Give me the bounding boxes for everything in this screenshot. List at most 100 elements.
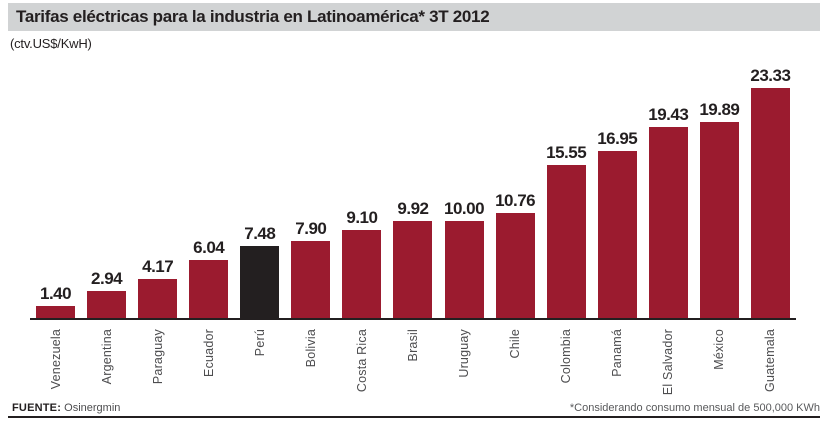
- category-label-area: Bolivia: [285, 320, 336, 400]
- bar-column: 1.40 Venezuela: [30, 58, 81, 400]
- bar-value-label: 16.95: [597, 129, 638, 148]
- bar-column: 19.89 México: [694, 58, 745, 400]
- bar-value-label: 9.92: [397, 199, 429, 218]
- bar: [87, 291, 127, 320]
- category-label-area: Costa Rica: [336, 320, 387, 400]
- bar: [495, 213, 535, 320]
- bar-column: 19.43 El Salvador: [643, 58, 694, 400]
- bar-column: 2.94 Argentina: [81, 58, 132, 400]
- source-label: FUENTE:: [12, 402, 62, 414]
- bar-columns: 1.40 Venezuela 2.94 Argentina 4.17 Paraguay 6.…: [30, 58, 796, 400]
- source-note: FUENTE: Osinergmin: [12, 402, 120, 414]
- bar-value-label: 19.89: [699, 100, 740, 119]
- bar: [342, 230, 382, 320]
- bar: [393, 221, 433, 320]
- bar-value-label: 23.33: [750, 66, 791, 85]
- bar: [444, 221, 484, 320]
- category-label-area: Ecuador: [183, 320, 234, 400]
- category-label-area: Paraguay: [132, 320, 183, 400]
- bar-area: 2.94: [81, 58, 132, 320]
- category-label: Colombia: [559, 329, 574, 384]
- category-label-area: Guatemala: [745, 320, 796, 400]
- category-label: Costa Rica: [354, 329, 369, 393]
- category-label: Bolivia: [303, 329, 318, 368]
- units-label: (ctv.US$/KwH): [10, 36, 92, 51]
- bar: [36, 306, 76, 320]
- bar-value-label: 6.04: [193, 238, 225, 257]
- bar: [750, 88, 790, 320]
- category-label-area: Argentina: [81, 320, 132, 400]
- bar-area: 16.95: [592, 58, 643, 320]
- bar-value-label: 2.94: [91, 269, 123, 288]
- category-label-area: Colombia: [541, 320, 592, 400]
- category-label: Perú: [252, 329, 267, 357]
- bar: [597, 151, 637, 320]
- category-label-area: Uruguay: [439, 320, 490, 400]
- category-label-area: Perú: [234, 320, 285, 400]
- bar-area: 7.90: [285, 58, 336, 320]
- category-label-area: Venezuela: [30, 320, 81, 400]
- bar: [189, 260, 229, 320]
- bar-highlighted: [240, 246, 280, 320]
- bar: [291, 241, 331, 320]
- bar-area: 23.33: [745, 58, 796, 320]
- bar-column: 6.04 Ecuador: [183, 58, 234, 400]
- category-label: Chile: [508, 329, 523, 359]
- bar-chart: 1.40 Venezuela 2.94 Argentina 4.17 Paraguay 6.…: [30, 58, 796, 400]
- category-label: Panamá: [610, 329, 625, 377]
- category-label-area: Panamá: [592, 320, 643, 400]
- category-label: Venezuela: [48, 329, 63, 390]
- bar-area: 10.00: [439, 58, 490, 320]
- bar-column: 9.10 Costa Rica: [336, 58, 387, 400]
- bar-area: 15.55: [541, 58, 592, 320]
- bar-column: 4.17 Paraguay: [132, 58, 183, 400]
- category-label: El Salvador: [661, 329, 676, 396]
- bar-area: 19.43: [643, 58, 694, 320]
- category-label: Argentina: [99, 329, 114, 385]
- bar-column: 7.48 Perú: [234, 58, 285, 400]
- category-label-area: México: [694, 320, 745, 400]
- bar-column: 10.00 Uruguay: [439, 58, 490, 400]
- bar-value-label: 7.90: [295, 219, 327, 238]
- bar: [138, 279, 178, 320]
- category-label: Guatemala: [763, 329, 778, 392]
- bar-value-label: 19.43: [648, 105, 689, 124]
- x-axis-line: [30, 318, 796, 320]
- bar-value-label: 9.10: [346, 208, 378, 227]
- bar-value-label: 15.55: [546, 143, 587, 162]
- source-value: Osinergmin: [61, 402, 121, 414]
- category-label: México: [712, 329, 727, 370]
- bar-column: 9.92 Brasil: [387, 58, 438, 400]
- page-title: Tarifas eléctricas para la industria en …: [16, 7, 490, 26]
- category-label-area: Brasil: [387, 320, 438, 400]
- category-label: Paraguay: [150, 329, 165, 385]
- bar-area: 4.17: [132, 58, 183, 320]
- bar-area: 10.76: [490, 58, 541, 320]
- bar: [546, 165, 586, 320]
- bar-area: 7.48: [234, 58, 285, 320]
- bar-column: 10.76 Chile: [490, 58, 541, 400]
- category-label-area: Chile: [490, 320, 541, 400]
- bar-value-label: 10.00: [444, 199, 485, 218]
- bar-column: 23.33 Guatemala: [745, 58, 796, 400]
- bar-value-label: 10.76: [495, 191, 536, 210]
- bar-column: 15.55 Colombia: [541, 58, 592, 400]
- bar-area: 1.40: [30, 58, 81, 320]
- bar: [699, 122, 739, 320]
- bottom-rule: [8, 416, 820, 418]
- category-label-area: El Salvador: [643, 320, 694, 400]
- title-bar: Tarifas eléctricas para la industria en …: [8, 3, 820, 31]
- bar-area: 9.10: [336, 58, 387, 320]
- bar: [648, 127, 688, 320]
- category-label: Uruguay: [457, 329, 472, 378]
- bar-value-label: 7.48: [244, 224, 276, 243]
- bar-value-label: 4.17: [142, 257, 174, 276]
- bar-area: 6.04: [183, 58, 234, 320]
- bar-column: 7.90 Bolivia: [285, 58, 336, 400]
- bar-area: 9.92: [387, 58, 438, 320]
- bar-value-label: 1.40: [39, 284, 72, 303]
- category-label: Ecuador: [201, 329, 216, 377]
- footnote: *Considerando consumo mensual de 500,000…: [569, 402, 820, 414]
- bar-area: 19.89: [694, 58, 745, 320]
